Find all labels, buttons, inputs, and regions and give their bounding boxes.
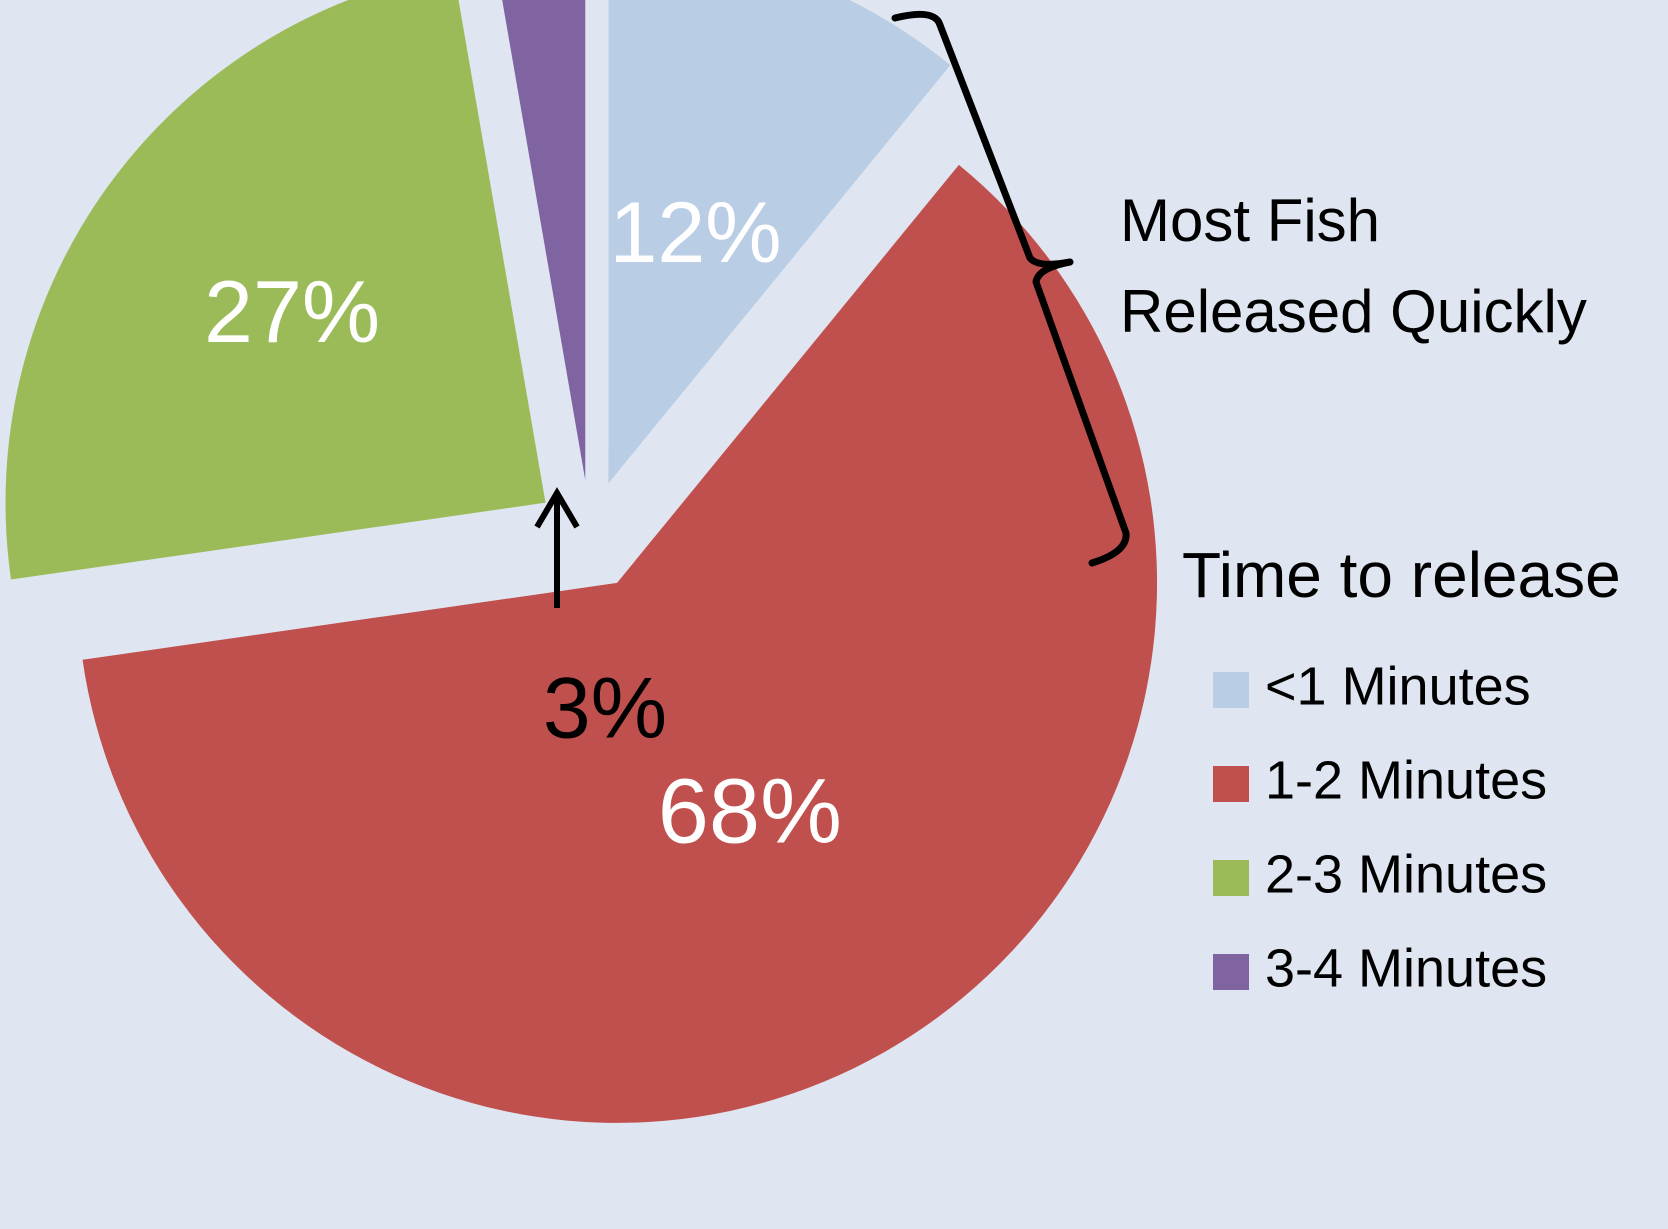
slice-data-label: 68% [658, 760, 842, 862]
bracket-annotation-line2: Released Quickly [1120, 278, 1587, 345]
legend-item: 1-2 Minutes [1213, 750, 1547, 810]
pie-slice-3-4-minutes [502, 0, 586, 481]
pie-slice-1-minutes [608, 0, 951, 484]
legend-item: 3-4 Minutes [1213, 938, 1547, 998]
pie-slice-labels: 12% 68% 27% 3% [204, 185, 842, 862]
legend-swatch [1213, 672, 1249, 708]
bracket-annotation-line1: Most Fish [1120, 187, 1380, 254]
legend-item: 2-3 Minutes [1213, 844, 1547, 904]
slice-data-label: 12% [610, 185, 782, 281]
legend-label: 1-2 Minutes [1265, 750, 1547, 810]
legend: Time to release <1 Minutes 1-2 Minutes 2-3… [1182, 539, 1621, 998]
bracket-shape [891, 10, 1130, 567]
legend-swatch [1213, 860, 1249, 896]
legend-label: 3-4 Minutes [1265, 938, 1547, 998]
arrow-up-icon [534, 487, 580, 608]
legend-item: <1 Minutes [1213, 656, 1531, 716]
legend-title: Time to release [1182, 539, 1621, 611]
legend-label: 2-3 Minutes [1265, 844, 1547, 904]
slice-data-label: 3% [543, 661, 667, 757]
legend-swatch [1213, 954, 1249, 990]
pie-slices [5, 0, 1158, 1123]
slice-data-label: 27% [204, 262, 380, 361]
legend-label: <1 Minutes [1265, 656, 1531, 716]
pie-slice-2-3-minutes [5, 0, 546, 580]
pie-slice-1-2-minutes [82, 164, 1158, 1123]
legend-swatch [1213, 766, 1249, 802]
